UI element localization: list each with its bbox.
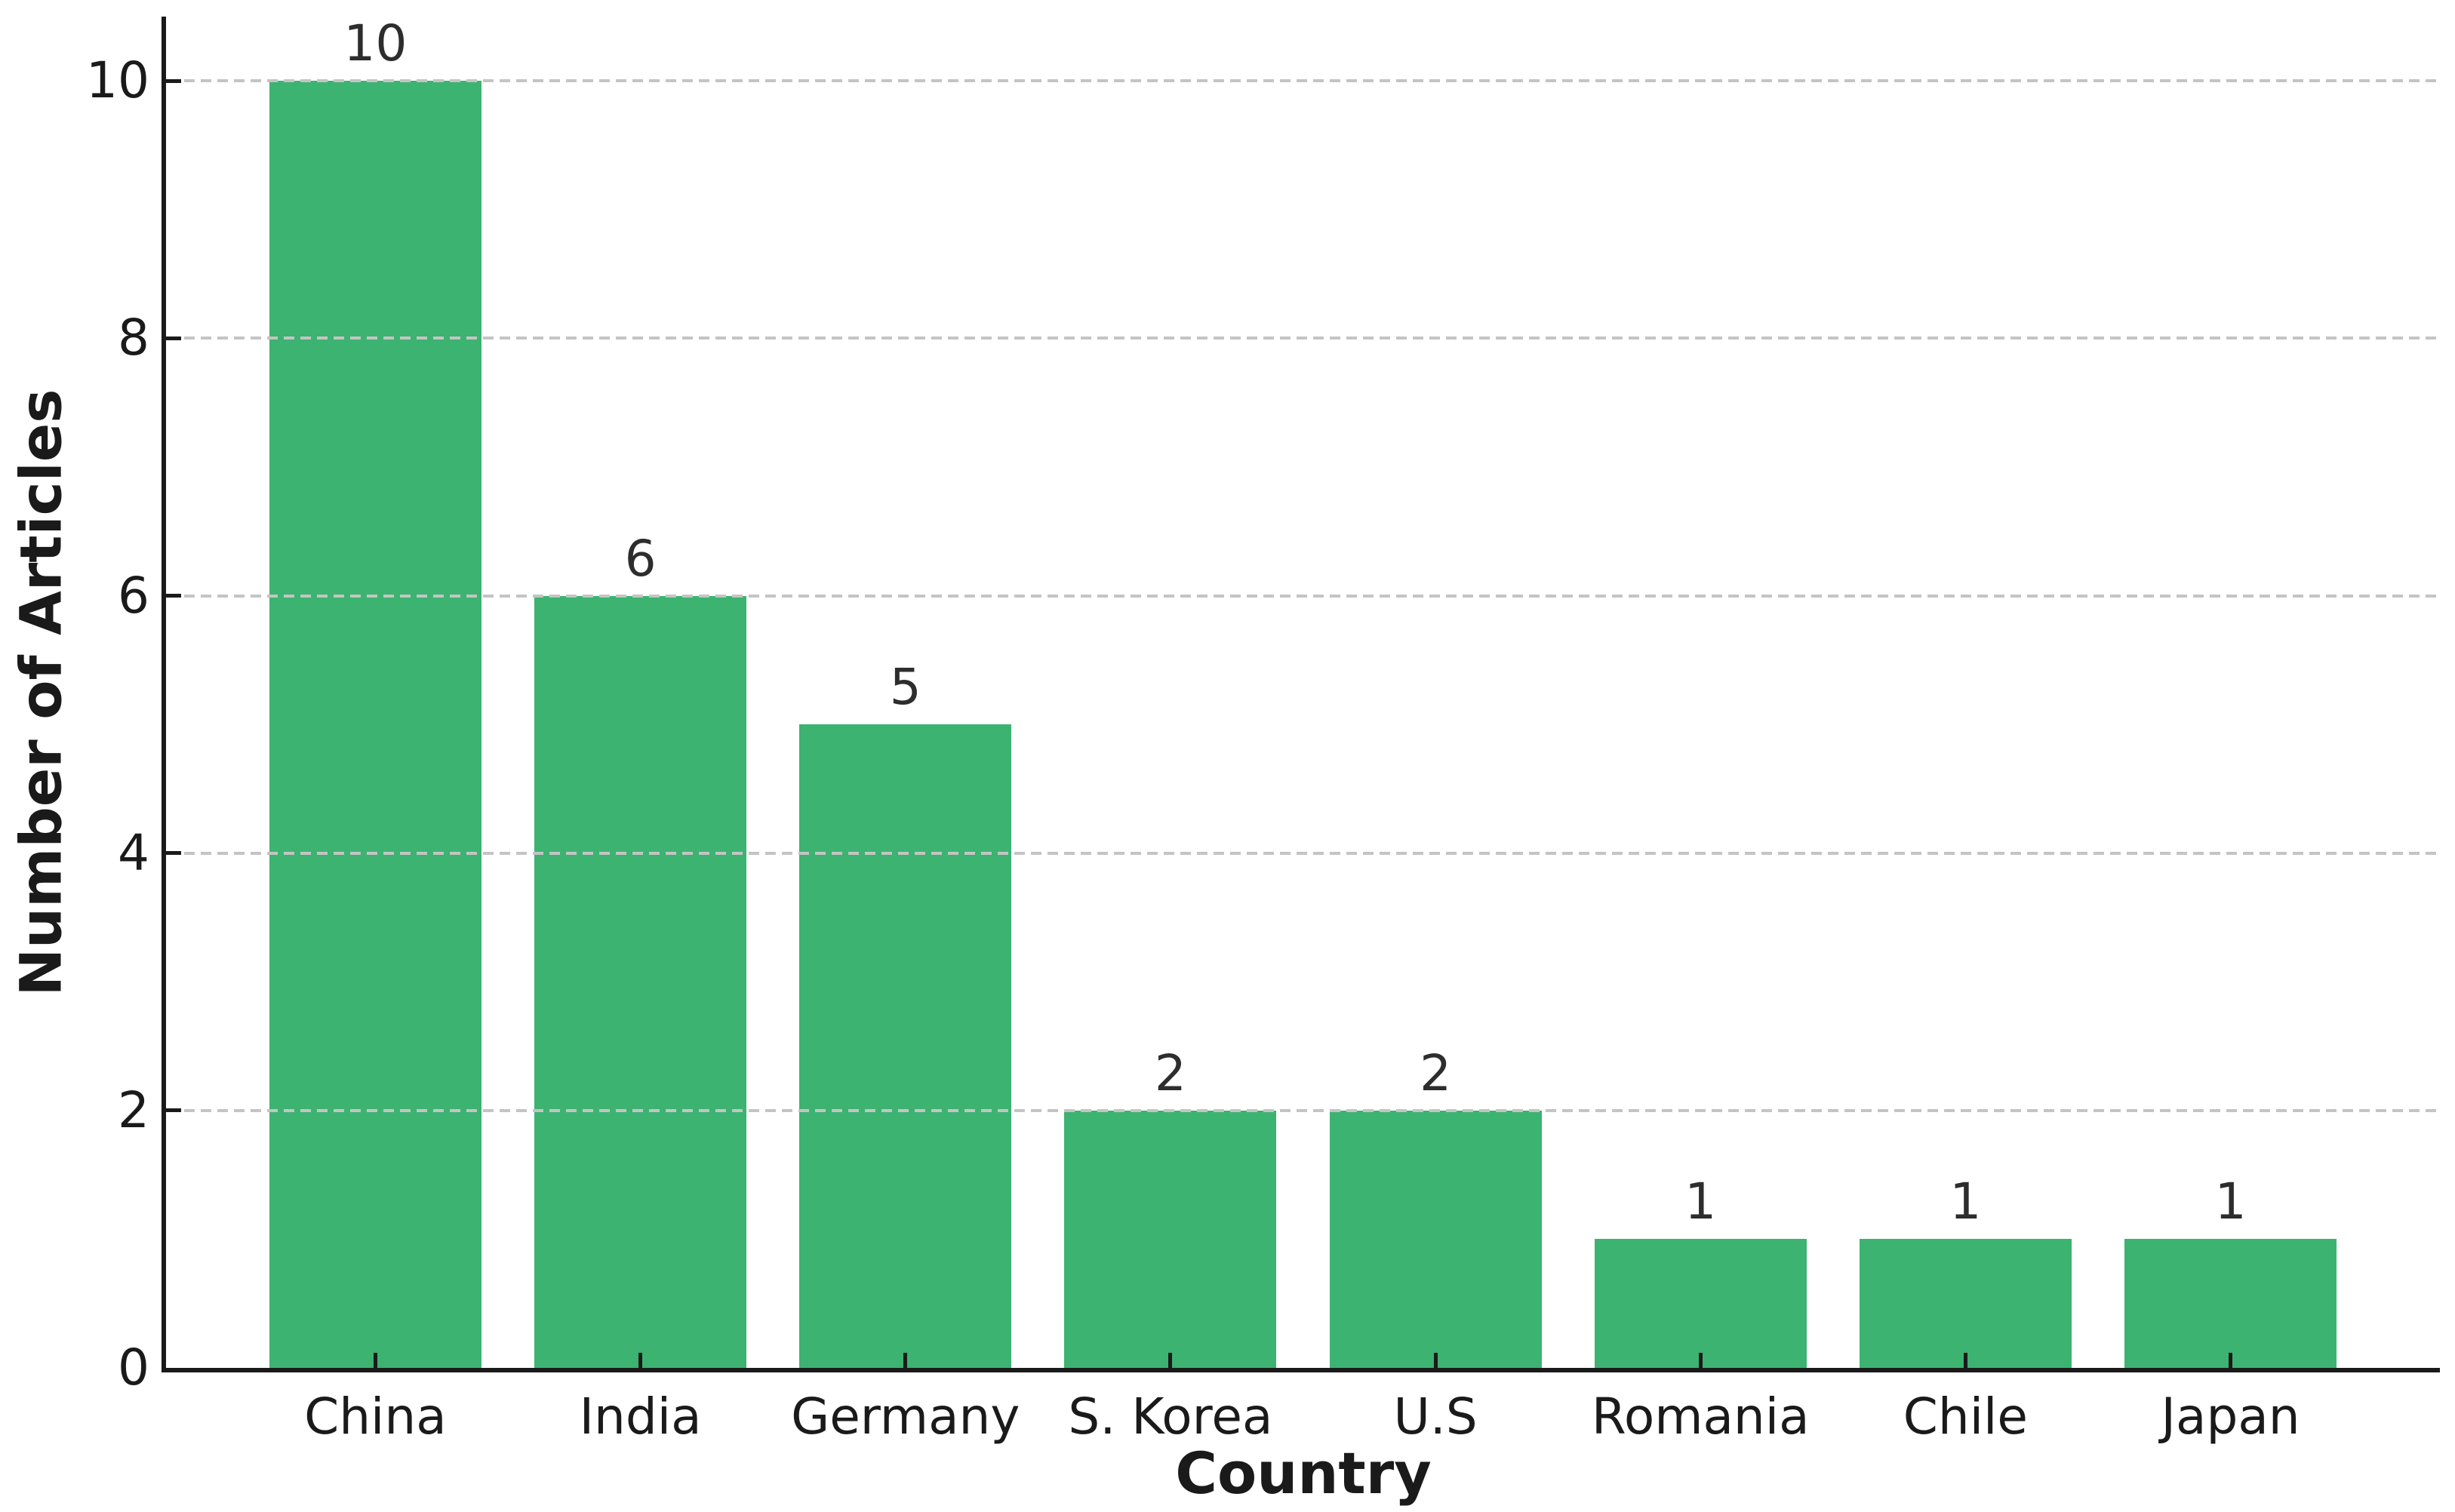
bar-value-label-germany: 5 xyxy=(889,658,921,717)
bar-china xyxy=(269,81,481,1368)
y-tick-label: 10 xyxy=(86,51,149,110)
y-tick-mark xyxy=(166,78,181,83)
y-tick-label: 4 xyxy=(118,823,149,882)
y-tick-mark xyxy=(166,1108,181,1113)
gridline xyxy=(184,851,2440,855)
y-tick-label: 2 xyxy=(118,1080,149,1139)
x-tick-label-s-korea: S. Korea xyxy=(1068,1388,1273,1446)
x-tick-label-romania: Romania xyxy=(1591,1388,1810,1446)
x-tick-mark xyxy=(1963,1353,1967,1368)
bar-value-label-chile: 1 xyxy=(1949,1172,1982,1231)
gridline xyxy=(184,79,2440,83)
gridline xyxy=(184,1108,2440,1112)
y-axis-label: Number of Articles xyxy=(7,389,75,997)
x-tick-label-germany: Germany xyxy=(791,1388,1020,1446)
bar-value-label-u-s: 2 xyxy=(1420,1043,1452,1102)
x-tick-label-chile: Chile xyxy=(1903,1388,2028,1446)
bar-india xyxy=(534,595,747,1368)
bar-value-label-s-korea: 2 xyxy=(1154,1043,1186,1102)
bar-japan xyxy=(2124,1239,2337,1368)
x-tick-mark xyxy=(373,1353,377,1368)
x-tick-label-japan: Japan xyxy=(2161,1388,2300,1446)
x-tick-label-u-s: U.S xyxy=(1393,1388,1478,1446)
x-tick-mark xyxy=(1168,1353,1173,1368)
gridline xyxy=(184,594,2440,598)
x-tick-label-india: India xyxy=(579,1388,702,1446)
x-tick-mark xyxy=(903,1353,908,1368)
y-tick-label: 0 xyxy=(118,1338,149,1397)
bar-chile xyxy=(1859,1239,2072,1368)
gridline xyxy=(184,337,2440,340)
bar-germany xyxy=(799,724,1012,1368)
x-tick-mark xyxy=(2229,1353,2233,1368)
x-axis-spine xyxy=(162,1368,2440,1372)
y-tick-label: 8 xyxy=(118,309,149,367)
bar-romania xyxy=(1594,1239,1807,1368)
bar-s-korea xyxy=(1064,1110,1277,1368)
x-tick-mark xyxy=(638,1353,643,1368)
bar-value-label-china: 10 xyxy=(343,14,408,73)
bar-value-label-romania: 1 xyxy=(1684,1172,1717,1231)
x-tick-mark xyxy=(1433,1353,1438,1368)
y-tick-mark xyxy=(166,594,181,598)
y-axis-spine xyxy=(162,17,166,1372)
y-tick-mark xyxy=(166,336,181,340)
x-tick-mark xyxy=(1698,1353,1703,1368)
x-tick-label-china: China xyxy=(304,1388,447,1446)
bar-u-s xyxy=(1329,1110,1542,1368)
y-tick-mark xyxy=(166,851,181,856)
y-tick-label: 6 xyxy=(118,566,149,625)
bar-value-label-japan: 1 xyxy=(2214,1172,2247,1231)
bar-value-label-india: 6 xyxy=(624,529,657,588)
x-axis-label: Country xyxy=(1175,1440,1432,1507)
